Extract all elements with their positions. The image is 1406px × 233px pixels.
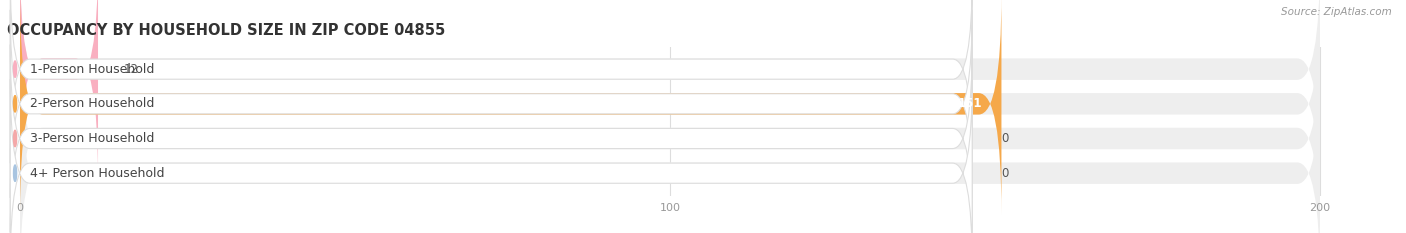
FancyBboxPatch shape [10, 0, 972, 163]
Text: 151: 151 [957, 97, 981, 110]
FancyBboxPatch shape [20, 62, 1320, 233]
Text: OCCUPANCY BY HOUSEHOLD SIZE IN ZIP CODE 04855: OCCUPANCY BY HOUSEHOLD SIZE IN ZIP CODE … [7, 24, 446, 38]
Circle shape [14, 61, 17, 77]
FancyBboxPatch shape [10, 79, 972, 233]
Circle shape [14, 96, 17, 112]
FancyBboxPatch shape [20, 0, 1001, 214]
Text: 12: 12 [124, 63, 139, 76]
FancyBboxPatch shape [20, 0, 1320, 180]
Text: Source: ZipAtlas.com: Source: ZipAtlas.com [1281, 7, 1392, 17]
Text: 0: 0 [1001, 132, 1010, 145]
Circle shape [14, 165, 17, 181]
Text: 1-Person Household: 1-Person Household [30, 63, 155, 76]
FancyBboxPatch shape [20, 0, 1320, 214]
Text: 3-Person Household: 3-Person Household [30, 132, 155, 145]
FancyBboxPatch shape [20, 0, 98, 180]
Circle shape [14, 130, 17, 147]
FancyBboxPatch shape [10, 45, 972, 233]
Text: 0: 0 [1001, 167, 1010, 180]
Text: 2-Person Household: 2-Person Household [30, 97, 155, 110]
Text: 4+ Person Household: 4+ Person Household [30, 167, 165, 180]
FancyBboxPatch shape [10, 10, 972, 198]
FancyBboxPatch shape [20, 28, 1320, 233]
